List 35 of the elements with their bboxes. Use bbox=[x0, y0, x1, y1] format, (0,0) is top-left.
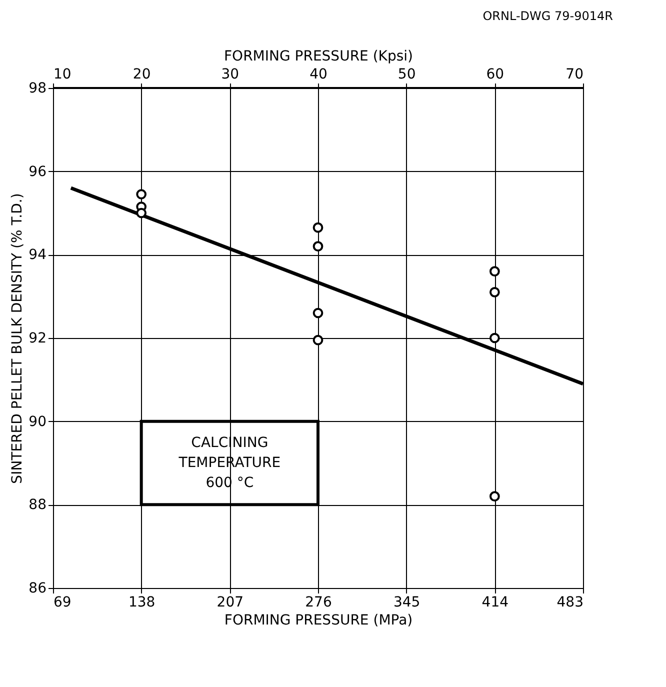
x-tick-label: 483 bbox=[556, 594, 584, 610]
x-tick-label: 276 bbox=[305, 594, 332, 610]
x2-tick-label: 40 bbox=[310, 66, 328, 82]
x-tick-label: 207 bbox=[216, 594, 244, 610]
text: ORNL-DWG 79-9014R bbox=[482, 9, 613, 23]
point bbox=[489, 266, 500, 277]
x-tick-label: 345 bbox=[393, 594, 420, 610]
point bbox=[489, 286, 500, 298]
x2-tick-label: 20 bbox=[132, 66, 151, 82]
y-axis-title: SINTERED PELLET BULK DENSITY (% T.D.) bbox=[10, 193, 26, 484]
x-tick-label: 138 bbox=[128, 594, 156, 610]
point bbox=[312, 308, 324, 318]
x2-tick-label: 50 bbox=[398, 66, 416, 82]
x2-tick-label: 30 bbox=[221, 66, 240, 82]
point bbox=[136, 208, 147, 218]
point bbox=[312, 241, 324, 252]
y-tick-label: 98 bbox=[28, 80, 46, 96]
y-tick-label: 86 bbox=[28, 580, 47, 596]
point bbox=[312, 222, 324, 233]
y-tick-label: 88 bbox=[28, 497, 46, 514]
point bbox=[312, 334, 324, 346]
y-tick-label: 96 bbox=[28, 164, 47, 180]
point bbox=[489, 332, 500, 344]
point bbox=[489, 491, 500, 502]
x2-tick-label: 10 bbox=[54, 66, 72, 82]
x-axis-title: FORMING PRESSURE (MPa) bbox=[224, 612, 413, 628]
y-tick-label: 90 bbox=[28, 414, 46, 430]
y-tick-label: 92 bbox=[28, 330, 46, 346]
x2-tick-label: 60 bbox=[486, 66, 504, 82]
x-tick-label: 414 bbox=[482, 594, 509, 610]
x-tick-label: 69 bbox=[54, 594, 72, 610]
x2-tick-label: 70 bbox=[566, 66, 584, 82]
y-tick-label: 94 bbox=[28, 247, 47, 264]
x2-axis-title: FORMING PRESSURE (Kpsi) bbox=[224, 48, 414, 64]
point bbox=[136, 189, 147, 200]
